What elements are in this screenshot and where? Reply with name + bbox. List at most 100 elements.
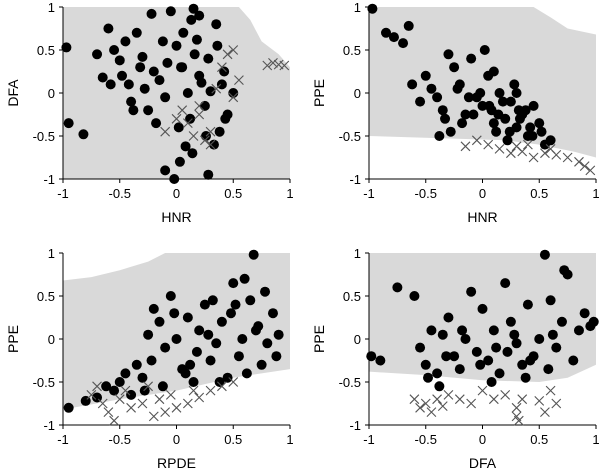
x-tick-label: 1 <box>592 432 599 447</box>
data-point-x <box>437 401 448 411</box>
data-point-circle <box>131 27 142 38</box>
data-point-circle <box>208 139 219 150</box>
data-point-circle <box>460 109 471 120</box>
data-point-circle <box>137 372 148 383</box>
data-point-x <box>137 398 148 409</box>
data-point-circle <box>471 346 482 357</box>
data-point-circle <box>101 381 112 392</box>
data-point-circle <box>423 372 434 383</box>
data-point-circle <box>493 109 504 120</box>
data-point-circle <box>148 303 159 314</box>
data-point-circle <box>245 295 256 306</box>
data-point-x <box>205 139 216 150</box>
x-tick-label: -1 <box>57 186 69 201</box>
data-point-x <box>126 402 136 413</box>
data-point-circle <box>434 131 445 141</box>
y-tick-label: 0.5 <box>37 43 55 58</box>
data-point-circle <box>162 57 173 68</box>
data-point-circle <box>219 66 230 77</box>
data-point-x <box>505 148 516 159</box>
y-tick-label: -1 <box>349 418 361 433</box>
decision-region <box>369 7 596 158</box>
data-point-circle <box>148 66 159 77</box>
data-point-circle <box>494 368 505 379</box>
data-point-circle <box>511 88 522 98</box>
data-point-circle <box>536 126 547 137</box>
data-point-circle <box>188 377 199 387</box>
y-tick-label: -1 <box>43 172 55 187</box>
x-tick-label: 0.5 <box>224 186 242 201</box>
y-tick-label: 1 <box>48 246 55 261</box>
data-point-circle <box>502 346 513 357</box>
data-point-circle <box>517 359 528 370</box>
data-point-circle <box>500 278 511 289</box>
data-point-circle <box>105 79 116 90</box>
data-point-x <box>494 144 505 154</box>
data-point-circle <box>165 291 176 301</box>
data-point-x <box>143 381 154 392</box>
data-point-x <box>160 407 171 417</box>
x-tick-label: -0.5 <box>415 186 437 201</box>
data-point-x <box>97 398 108 409</box>
data-point-x <box>194 392 205 403</box>
data-point-circle <box>502 135 513 146</box>
data-point-circle <box>114 55 125 66</box>
data-point-circle <box>527 131 538 141</box>
data-point-circle <box>513 105 524 116</box>
y-tick-label: -0.5 <box>339 129 361 144</box>
data-point-x <box>471 135 482 146</box>
x-tick-label: 1 <box>286 186 293 201</box>
data-point-x <box>409 394 420 405</box>
data-point-x <box>194 109 205 120</box>
data-point-x <box>500 390 511 400</box>
data-point-circle <box>449 351 460 362</box>
data-point-circle <box>214 377 225 387</box>
data-point-circle <box>241 368 252 379</box>
data-point-circle <box>137 51 148 62</box>
data-point-circle <box>525 122 536 133</box>
y-tick-label: -1 <box>43 418 55 433</box>
y-tick-label: 0.5 <box>37 289 55 304</box>
data-point-circle <box>407 79 418 90</box>
data-point-circle <box>420 359 431 370</box>
data-point-circle <box>426 83 437 94</box>
data-point-circle <box>109 45 120 55</box>
data-point-x <box>585 165 596 176</box>
data-point-circle <box>120 368 131 379</box>
data-point-circle <box>522 299 533 310</box>
data-point-circle <box>415 342 426 353</box>
data-point-x <box>154 394 165 405</box>
y-tick-label: -0.5 <box>33 129 55 144</box>
data-point-x <box>534 396 545 406</box>
data-point-circle <box>443 49 454 60</box>
data-point-x <box>426 407 437 417</box>
data-point-circle <box>440 113 451 124</box>
data-point-x <box>217 62 227 73</box>
x-tick-label: 1 <box>286 432 293 447</box>
data-point-x <box>103 407 114 417</box>
data-point-circle <box>579 308 590 319</box>
data-point-circle <box>171 40 182 51</box>
data-point-x <box>432 394 442 405</box>
data-point-circle <box>253 321 264 332</box>
data-point-x <box>477 385 488 396</box>
data-point-x <box>454 394 465 405</box>
data-point-circle <box>63 118 74 129</box>
x-tick-label: -0.5 <box>109 186 131 201</box>
data-point-circle <box>486 377 497 387</box>
data-point-circle <box>176 62 187 73</box>
data-point-circle <box>103 23 114 34</box>
data-point-circle <box>228 88 239 98</box>
data-point-x <box>511 402 522 413</box>
data-point-circle <box>135 62 146 73</box>
data-point-circle <box>182 88 193 98</box>
data-point-x <box>199 135 210 146</box>
data-point-circle <box>525 355 536 366</box>
data-point-circle <box>154 316 165 327</box>
data-point-circle <box>367 3 378 14</box>
data-point-circle <box>556 316 567 327</box>
x-tick-label: -1 <box>363 432 375 447</box>
data-point-circle <box>477 303 488 314</box>
data-point-circle <box>273 329 284 340</box>
data-point-x <box>194 101 205 111</box>
